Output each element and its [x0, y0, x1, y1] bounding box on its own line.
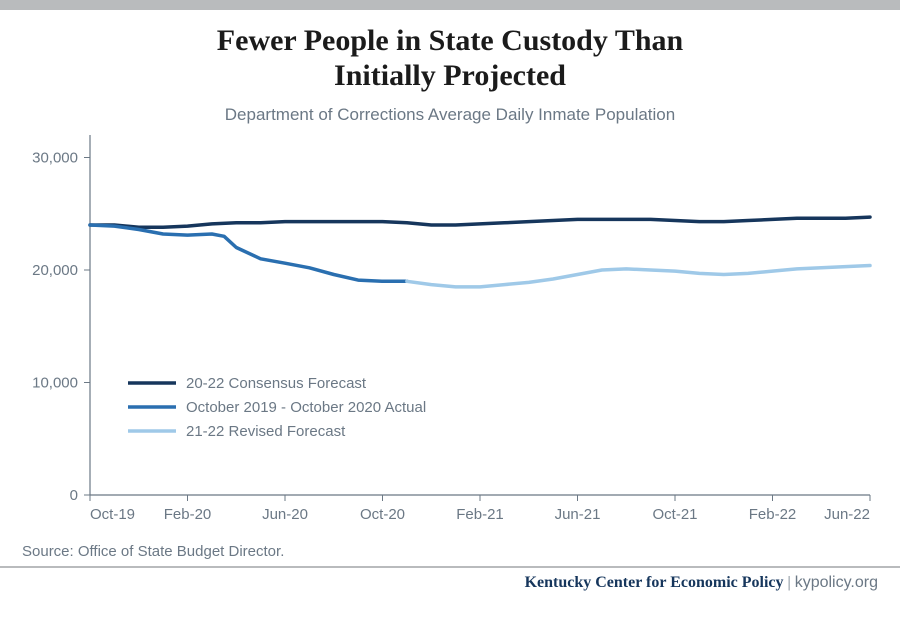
svg-text:20,000: 20,000 — [32, 262, 78, 279]
chart-title: Fewer People in State Custody Than Initi… — [0, 10, 900, 99]
svg-text:Oct-19: Oct-19 — [90, 506, 135, 523]
series-actual — [90, 225, 407, 281]
svg-text:Oct-21: Oct-21 — [652, 506, 697, 523]
title-line-2: Initially Projected — [334, 59, 566, 92]
svg-text:Jun-22: Jun-22 — [824, 506, 870, 523]
svg-text:Feb-20: Feb-20 — [164, 506, 212, 523]
series-revised — [407, 266, 870, 287]
chart-card: Fewer People in State Custody Than Initi… — [0, 0, 900, 617]
svg-text:Jun-21: Jun-21 — [555, 506, 601, 523]
chart-area: 0 10,000 20,000 30,000 Oct-19 Feb-20 Jun-20 Oct… — [0, 135, 900, 535]
footer-site: kypolicy.org — [795, 574, 878, 591]
footer-sep: | — [784, 574, 795, 591]
svg-text:Jun-20: Jun-20 — [262, 506, 308, 523]
title-line-1: Fewer People in State Custody Than — [217, 24, 683, 57]
svg-text:10,000: 10,000 — [32, 375, 78, 392]
svg-text:Oct-20: Oct-20 — [360, 506, 405, 523]
svg-text:30,000: 30,000 — [32, 150, 78, 167]
source-note: Source: Office of State Budget Director. — [0, 535, 900, 566]
legend-label-revised: 21-22 Revised Forecast — [186, 423, 346, 440]
footer-org: Kentucky Center for Economic Policy — [525, 574, 784, 591]
svg-text:Feb-21: Feb-21 — [456, 506, 504, 523]
footer: Kentucky Center for Economic Policy|kypo… — [0, 568, 900, 592]
legend-label-consensus: 20-22 Consensus Forecast — [186, 375, 367, 392]
chart-subtitle: Department of Corrections Average Daily … — [0, 99, 900, 135]
series-consensus — [90, 217, 870, 227]
legend-label-actual: October 2019 - October 2020 Actual — [186, 399, 426, 416]
top-rule — [0, 0, 900, 10]
svg-text:0: 0 — [70, 487, 78, 504]
svg-text:Feb-22: Feb-22 — [749, 506, 797, 523]
line-chart-svg: 0 10,000 20,000 30,000 Oct-19 Feb-20 Jun-20 Oct… — [0, 135, 900, 535]
